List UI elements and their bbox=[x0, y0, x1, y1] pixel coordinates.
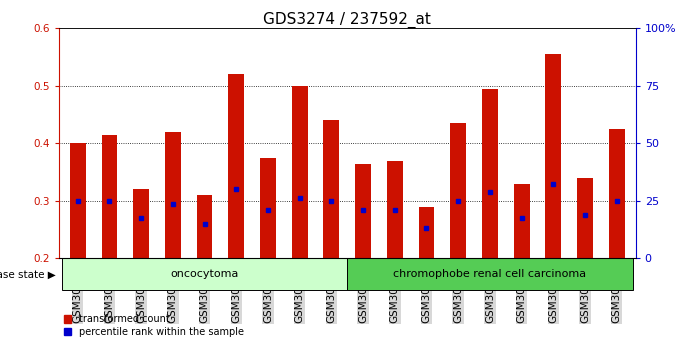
Bar bbox=[292, 86, 307, 258]
Bar bbox=[419, 207, 435, 258]
Bar bbox=[165, 132, 181, 258]
Text: disease state ▶: disease state ▶ bbox=[0, 269, 55, 279]
Bar bbox=[133, 189, 149, 258]
Bar bbox=[387, 161, 403, 258]
Bar bbox=[451, 123, 466, 258]
Bar bbox=[577, 178, 593, 258]
Bar bbox=[545, 54, 561, 258]
Bar bbox=[102, 135, 117, 258]
Bar bbox=[355, 164, 371, 258]
Text: oncocytoma: oncocytoma bbox=[171, 269, 239, 279]
Bar bbox=[323, 120, 339, 258]
Bar bbox=[513, 184, 529, 258]
Bar bbox=[609, 129, 625, 258]
Bar bbox=[482, 89, 498, 258]
Legend: transformed count, percentile rank within the sample: transformed count, percentile rank withi… bbox=[64, 314, 244, 337]
Bar bbox=[260, 158, 276, 258]
Title: GDS3274 / 237592_at: GDS3274 / 237592_at bbox=[263, 12, 431, 28]
Bar bbox=[70, 143, 86, 258]
Bar bbox=[347, 258, 632, 290]
Bar bbox=[228, 74, 244, 258]
Text: chromophobe renal cell carcinoma: chromophobe renal cell carcinoma bbox=[393, 269, 587, 279]
Bar bbox=[197, 195, 213, 258]
Bar bbox=[62, 258, 347, 290]
